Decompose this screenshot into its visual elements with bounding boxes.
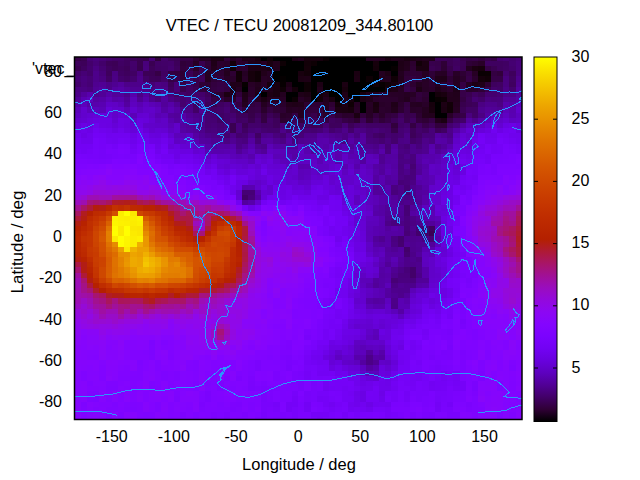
svg-text:100: 100 <box>409 428 436 445</box>
svg-text:150: 150 <box>471 428 498 445</box>
svg-text:0: 0 <box>294 428 303 445</box>
svg-text:'vtec_: 'vtec_ <box>32 60 74 78</box>
svg-text:30: 30 <box>572 48 590 65</box>
svg-text:5: 5 <box>572 359 581 376</box>
svg-text:-100: -100 <box>158 428 190 445</box>
svg-text:VTEC / TECU 20081209_344.80100: VTEC / TECU 20081209_344.80100 <box>166 16 434 35</box>
svg-text:Longitude / deg: Longitude / deg <box>242 455 356 473</box>
svg-text:60: 60 <box>44 104 62 121</box>
svg-text:50: 50 <box>351 428 369 445</box>
svg-text:-80: -80 <box>39 393 62 410</box>
svg-text:-50: -50 <box>224 428 247 445</box>
svg-text:-150: -150 <box>96 428 128 445</box>
svg-text:0: 0 <box>53 228 62 245</box>
svg-text:15: 15 <box>572 234 590 251</box>
svg-text:20: 20 <box>572 172 590 189</box>
svg-text:25: 25 <box>572 110 590 127</box>
svg-text:-20: -20 <box>39 269 62 286</box>
svg-text:20: 20 <box>44 187 62 204</box>
svg-text:40: 40 <box>44 145 62 162</box>
svg-text:-60: -60 <box>39 352 62 369</box>
svg-text:10: 10 <box>572 296 590 313</box>
svg-text:-40: -40 <box>39 311 62 328</box>
svg-text:Latitude / deg: Latitude / deg <box>8 190 27 293</box>
